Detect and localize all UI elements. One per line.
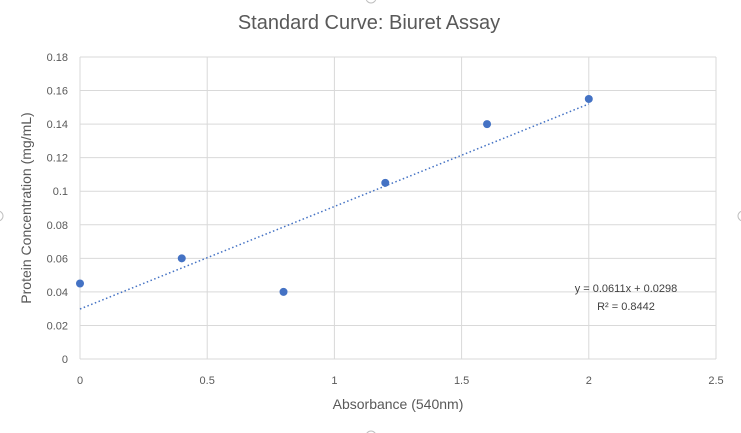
y-tick-label: 0.14 <box>47 119 68 131</box>
y-tick-label: 0.08 <box>47 220 68 232</box>
x-tick-label: 0 <box>77 375 83 387</box>
y-tick-label: 0.18 <box>47 52 68 64</box>
trendline[interactable] <box>79 103 590 310</box>
chart-resize-handle-left[interactable] <box>0 210 4 222</box>
data-points <box>76 94 593 296</box>
y-tick-label: 0.12 <box>47 153 68 165</box>
x-tick-label: 0.5 <box>200 375 215 387</box>
trendline-equation-label[interactable]: y = 0.0611x + 0.0298 <box>575 283 678 295</box>
data-point[interactable] <box>76 279 84 288</box>
gridlines <box>79 56 717 360</box>
x-axis-title[interactable]: Absorbance (540nm) <box>333 396 464 412</box>
y-tick-label: 0.16 <box>47 86 68 98</box>
x-tick-label: 1 <box>331 375 337 387</box>
trendline-r2-label[interactable]: R² = 0.8442 <box>597 301 655 313</box>
x-tick-label: 2.5 <box>708 375 723 387</box>
data-point[interactable] <box>177 254 186 263</box>
y-tick-label: 0.06 <box>47 253 68 265</box>
y-axis-title[interactable]: Protein Concentration (mg/mL) <box>18 112 34 303</box>
y-tick-label: 0.1 <box>53 186 68 198</box>
chart-resize-handle-right[interactable] <box>737 210 741 222</box>
x-tick-label: 2 <box>586 375 592 387</box>
chart-title[interactable]: Standard Curve: Biuret Assay <box>238 12 500 34</box>
y-axis-ticks: 0 0.02 0.04 0.06 0.08 0.1 0.12 0.14 0.16 0.18 <box>47 52 68 366</box>
data-point[interactable] <box>584 94 593 103</box>
trendline-layer <box>79 103 590 310</box>
chart-resize-handle-top[interactable] <box>365 0 377 4</box>
y-tick-label: 0.04 <box>47 287 68 299</box>
y-tick-label: 0.02 <box>47 320 68 332</box>
y-tick-label: 0 <box>62 354 68 366</box>
x-tick-label: 1.5 <box>454 375 469 387</box>
data-point[interactable] <box>381 178 390 187</box>
data-point[interactable] <box>279 287 288 296</box>
data-point[interactable] <box>483 120 492 129</box>
x-axis-ticks: 0 0.5 1 1.5 2 2.5 <box>77 375 724 387</box>
